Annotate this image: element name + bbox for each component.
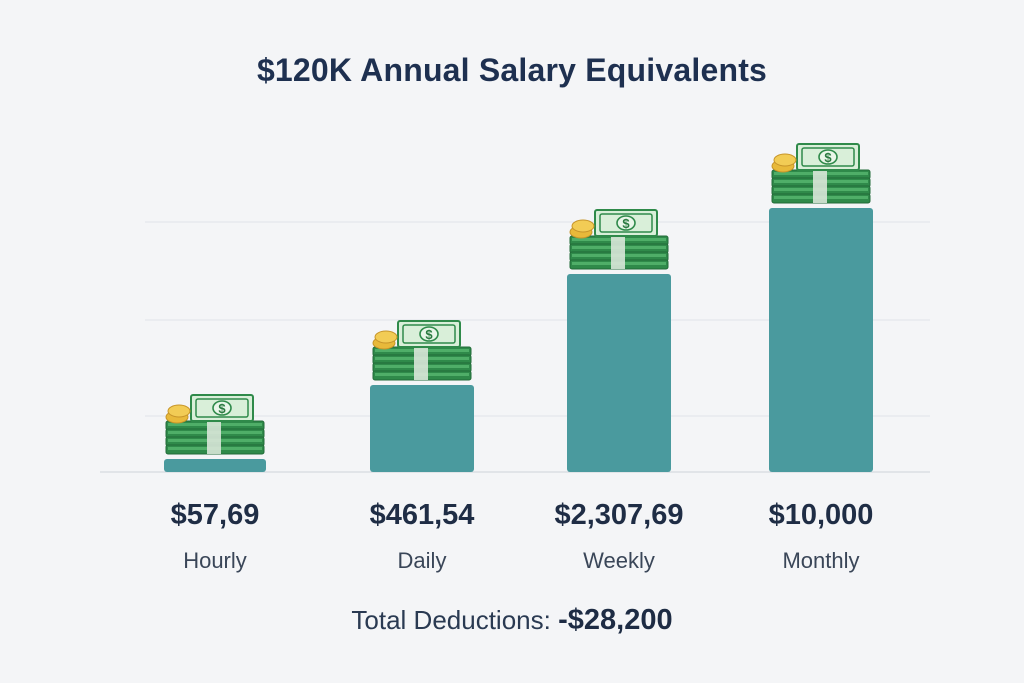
category-label: Weekly bbox=[583, 548, 655, 573]
total-deductions: Total Deductions: -$28,200 bbox=[0, 604, 1024, 637]
category-label: Daily bbox=[398, 548, 447, 573]
svg-text:$: $ bbox=[218, 401, 226, 416]
money-stack-icon: $ bbox=[372, 320, 472, 381]
money-stack-icon: $ bbox=[569, 209, 669, 270]
value-label: $461,54 bbox=[370, 499, 475, 531]
svg-text:$: $ bbox=[425, 327, 433, 342]
money-stack-icon: $ bbox=[165, 394, 265, 455]
category-label: Monthly bbox=[782, 548, 859, 573]
category-label: Hourly bbox=[183, 548, 247, 573]
svg-text:$: $ bbox=[622, 216, 630, 231]
value-label: $57,69 bbox=[171, 499, 260, 531]
svg-text:$: $ bbox=[824, 150, 832, 165]
bar-weekly bbox=[567, 274, 671, 472]
total-deductions-amount: -$28,200 bbox=[558, 604, 673, 636]
bar-daily bbox=[370, 385, 474, 472]
value-label: $2,307,69 bbox=[554, 499, 683, 531]
chart-title: $120K Annual Salary Equivalents bbox=[256, 52, 768, 88]
money-stack-icon: $ bbox=[771, 143, 871, 204]
bar-monthly bbox=[769, 208, 873, 472]
value-label: $10,000 bbox=[769, 499, 874, 531]
bar-hourly bbox=[164, 459, 266, 472]
total-deductions-label: Total Deductions: bbox=[351, 605, 551, 635]
